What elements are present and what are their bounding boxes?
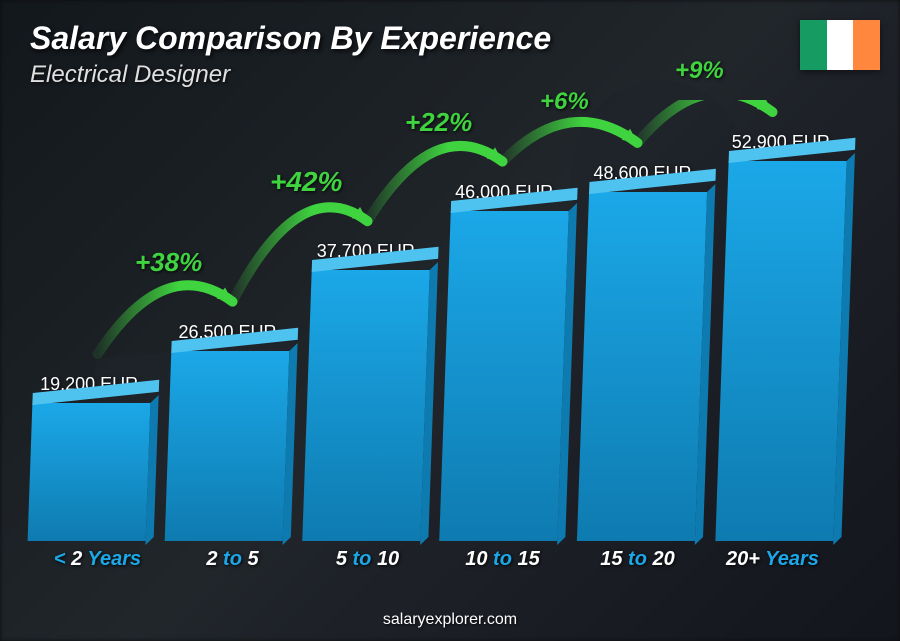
- percent-increase-label: +6%: [540, 88, 589, 116]
- bar-group: 37,700 EUR: [307, 241, 425, 541]
- flag-stripe: [827, 20, 854, 70]
- bar: [439, 211, 569, 541]
- cat-num2: 10: [377, 548, 399, 570]
- bars-container: 19,200 EUR26,500 EUR37,700 EUR46,000 EUR…: [30, 121, 840, 541]
- header: Salary Comparison By Experience Electric…: [30, 20, 551, 89]
- bar: [165, 351, 290, 541]
- cat-num: 5: [336, 548, 347, 570]
- percent-increase-label: +9%: [675, 57, 724, 85]
- cat-num2: 5: [248, 548, 259, 570]
- category-label: < 2 Years: [30, 548, 165, 571]
- bar-side-face: [695, 184, 716, 545]
- bar-side-face: [283, 343, 298, 545]
- content-layer: Salary Comparison By Experience Electric…: [0, 0, 900, 641]
- chart-area: +38%+42%+22%+6%+9% 19,200 EUR26,500 EUR3…: [30, 100, 840, 571]
- flag-stripe: [800, 20, 827, 70]
- bar: [302, 270, 430, 541]
- cat-num: 20+: [726, 548, 760, 570]
- cat-num: 2: [71, 548, 82, 570]
- cat-mid: to: [347, 548, 377, 570]
- bar-group: 48,600 EUR: [583, 163, 701, 541]
- cat-mid: to: [488, 548, 518, 570]
- flag-stripe: [853, 20, 880, 70]
- cat-num: 10: [465, 548, 487, 570]
- category-label: 5 to 10: [300, 548, 435, 571]
- bar-group: 52,900 EUR: [722, 132, 840, 541]
- bar-side-face: [833, 153, 855, 545]
- ireland-flag-icon: [800, 20, 880, 70]
- cat-num2: 20: [653, 548, 675, 570]
- cat-suffix: Years: [82, 548, 141, 570]
- cat-num2: 15: [518, 548, 540, 570]
- cat-num: 2: [206, 548, 217, 570]
- cat-mid: to: [218, 548, 248, 570]
- footer-attribution: salaryexplorer.com: [0, 611, 900, 629]
- category-label: 10 to 15: [435, 548, 570, 571]
- cat-num: 15: [600, 548, 622, 570]
- category-axis: < 2 Years2 to 55 to 1010 to 1515 to 2020…: [30, 548, 840, 571]
- bar-side-face: [146, 395, 159, 545]
- cat-mid: to: [623, 548, 653, 570]
- page-title: Salary Comparison By Experience: [30, 20, 551, 57]
- bar-group: 26,500 EUR: [168, 322, 286, 541]
- category-label: 15 to 20: [570, 548, 705, 571]
- category-label: 20+ Years: [705, 548, 840, 571]
- page-subtitle: Electrical Designer: [30, 61, 551, 89]
- bar-group: 46,000 EUR: [445, 182, 563, 541]
- bar-side-face: [420, 262, 438, 545]
- cat-prefix: <: [54, 548, 71, 570]
- bar: [28, 403, 151, 541]
- bar-group: 19,200 EUR: [30, 374, 148, 541]
- category-label: 2 to 5: [165, 548, 300, 571]
- bar: [577, 192, 708, 541]
- bar: [715, 161, 847, 541]
- cat-suffix: Years: [760, 548, 819, 570]
- bar-side-face: [557, 203, 577, 545]
